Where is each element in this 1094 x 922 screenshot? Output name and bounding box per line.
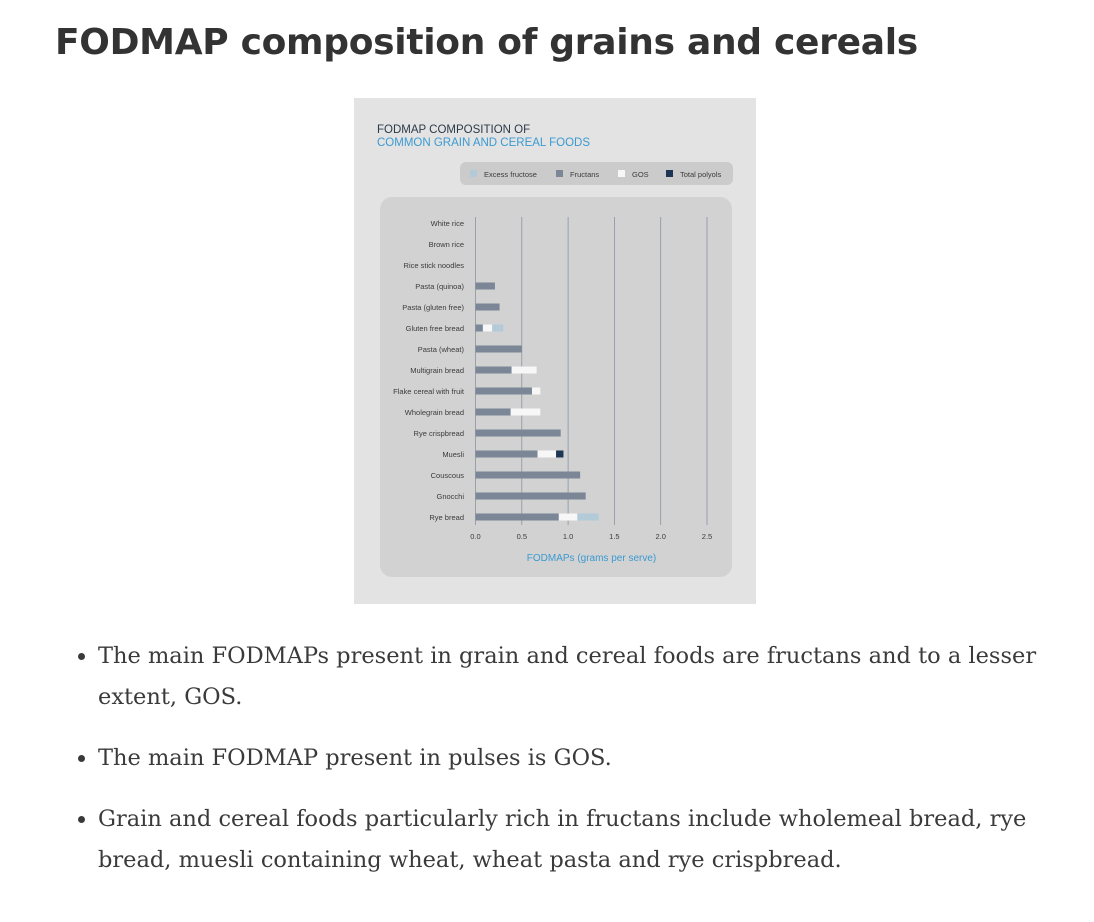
bar-pasta-quinoa-fructans <box>475 282 495 290</box>
bar-muesli-gos <box>537 450 557 458</box>
legend-swatch-gos <box>618 170 625 177</box>
legend-label-fructans: Fructans <box>570 170 599 179</box>
x-tick-labels: 0.0 0.5 1.0 1.5 2.0 2.5 <box>470 532 712 541</box>
page-title: FODMAP composition of grains and cereals <box>55 22 918 63</box>
plot-area <box>380 197 732 577</box>
bar-muesli-total-polyols <box>556 450 564 458</box>
category-label-muesli: Muesli <box>442 450 464 459</box>
bar-rye-bread-gos <box>558 513 578 521</box>
x-tick-label-2.5: 2.5 <box>702 532 712 541</box>
bar-pasta-wheat-fructans <box>475 345 522 353</box>
x-axis-label: FODMAPs (grams per serve) <box>527 553 656 564</box>
category-label-flake-cereal-with-fruit: Flake cereal with fruit <box>393 387 465 396</box>
bar-rye-bread-excess-fructose <box>577 513 599 521</box>
bar-multigrain-bread-gos <box>511 366 537 374</box>
bar-pasta-gluten-free-fructans <box>475 303 500 311</box>
category-label-gnocchi: Gnocchi <box>436 492 464 501</box>
x-tick-label-2.0: 2.0 <box>655 532 665 541</box>
legend-swatch-excess-fructose <box>470 170 477 177</box>
bars <box>475 282 599 521</box>
legend-label-gos: GOS <box>632 170 649 179</box>
fodmap-chart: FODMAP COMPOSITION OF COMMON GRAIN AND C… <box>377 124 733 577</box>
bar-muesli-fructans <box>475 450 538 458</box>
x-tick-label-0.5: 0.5 <box>517 532 527 541</box>
bar-wholegrain-bread-gos <box>510 408 541 416</box>
legend-label-total-polyols: Total polyols <box>680 170 722 179</box>
chart-title-line1: FODMAP COMPOSITION OF <box>377 124 530 136</box>
bar-wholegrain-bread-fructans <box>475 408 511 416</box>
legend-background <box>460 162 733 185</box>
legend-label-excess-fructose: Excess fructose <box>484 170 537 179</box>
key-points-list: The main FODMAPs present in grain and ce… <box>55 636 1088 901</box>
chart-title-line2: COMMON GRAIN AND CEREAL FOODS <box>377 137 590 149</box>
category-label-pasta-quinoa: Pasta (quinoa) <box>415 282 464 291</box>
x-tick-label-1.5: 1.5 <box>609 532 619 541</box>
category-label-rice-stick-noodles: Rice stick noodles <box>404 261 465 270</box>
key-point-3: Grain and cereal foods particularly rich… <box>98 799 1088 881</box>
category-label-brown-rice: Brown rice <box>429 240 464 249</box>
bar-rye-crispbread-fructans <box>475 429 561 437</box>
category-label-rye-crispbread: Rye crispbread <box>414 429 464 438</box>
category-label-couscous: Couscous <box>431 471 465 480</box>
key-point-1: The main FODMAPs present in grain and ce… <box>98 636 1088 718</box>
category-label-rye-bread: Rye bread <box>429 513 464 522</box>
bar-couscous-fructans <box>475 471 581 479</box>
x-tick-label-0.0: 0.0 <box>470 532 480 541</box>
bar-gluten-free-bread-gos <box>482 324 493 332</box>
bar-flake-cereal-with-fruit-fructans <box>475 387 532 395</box>
bar-gnocchi-fructans <box>475 492 586 500</box>
category-label-pasta-gluten-free: Pasta (gluten free) <box>402 303 464 312</box>
category-label-multigrain-bread: Multigrain bread <box>410 366 464 375</box>
category-label-pasta-wheat: Pasta (wheat) <box>418 345 465 354</box>
category-labels: White rice Brown rice Rice stick noodles Pa… <box>393 219 465 522</box>
category-label-gluten-free-bread: Gluten free bread <box>406 324 464 333</box>
legend-swatch-fructans <box>556 170 563 177</box>
category-label-white-rice: White rice <box>431 219 464 228</box>
key-point-2: The main FODMAP present in pulses is GOS… <box>98 738 1088 779</box>
chart-legend: Excess fructose Fructans GOS Total polyols <box>460 162 733 185</box>
bar-flake-cereal-with-fruit-gos <box>531 387 541 395</box>
bar-rye-bread-fructans <box>475 513 559 521</box>
category-label-wholegrain-bread: Wholegrain bread <box>405 408 464 417</box>
bar-gluten-free-bread-fructans <box>475 324 483 332</box>
bar-multigrain-bread-fructans <box>475 366 512 374</box>
fodmap-chart-image: FODMAP COMPOSITION OF COMMON GRAIN AND C… <box>354 98 756 604</box>
bar-gluten-free-bread-excess-fructose <box>492 324 504 332</box>
legend-swatch-total-polyols <box>666 170 673 177</box>
x-tick-label-1.0: 1.0 <box>563 532 573 541</box>
